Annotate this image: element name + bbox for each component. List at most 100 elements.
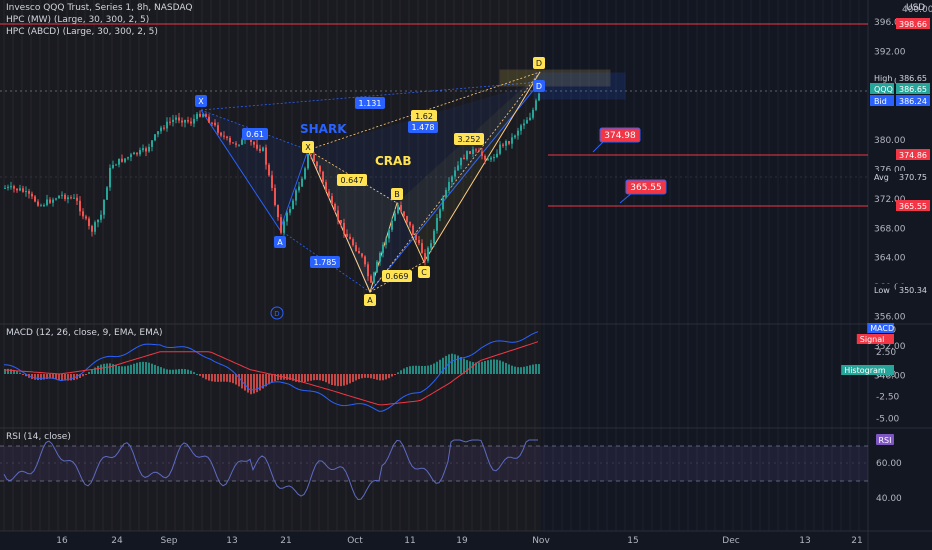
candle-body	[352, 239, 354, 246]
macd-hist-bar	[292, 374, 294, 381]
candle-body	[241, 139, 243, 145]
macd-hist-bar	[85, 374, 87, 375]
shark-title: SHARK	[300, 122, 347, 136]
macd-hist-bar	[259, 374, 261, 391]
macd-hist-bar	[373, 374, 375, 379]
candle-body	[349, 236, 351, 240]
macd-hist-bar	[529, 365, 531, 374]
macd-hist-bar	[100, 364, 102, 374]
rsi-line	[3, 439, 538, 501]
macd-hist-bar	[133, 363, 135, 374]
candle-body	[70, 197, 72, 199]
macd-hist-bar	[520, 367, 522, 374]
candle-body	[184, 120, 186, 123]
macd-hist-bar	[220, 374, 222, 382]
svg-text:1.62: 1.62	[415, 112, 433, 121]
candle-body	[310, 153, 312, 155]
shark-target-zone[interactable]	[533, 72, 626, 100]
candle-body	[409, 221, 411, 226]
svg-text:D: D	[274, 310, 279, 318]
chart-title[interactable]: Invesco QQQ Trust, Series 1, 8h, NASDAQ	[6, 3, 193, 13]
candle-body	[475, 149, 477, 151]
svg-text:B: B	[394, 190, 400, 199]
macd-hist-bar	[247, 374, 249, 393]
macd-hist-bar	[295, 374, 297, 382]
candle-body	[112, 165, 114, 168]
macd-title[interactable]: MACD (12, 26, close, 9, EMA, EMA)	[6, 328, 163, 338]
macd-hist-bar	[289, 374, 291, 380]
macd-hist-bar	[139, 362, 141, 374]
candle-body	[496, 153, 498, 158]
macd-hist-bar	[325, 374, 327, 383]
crab-target-zone[interactable]	[499, 69, 611, 87]
macd-hist-bar	[394, 374, 396, 375]
price-tag-value-bg	[896, 149, 930, 160]
currency-label[interactable]: USD	[906, 3, 926, 13]
candle-body	[256, 144, 258, 149]
candle-body	[10, 186, 12, 188]
price-tag-label: Low	[874, 286, 890, 295]
price-tick: 392.00	[874, 48, 906, 58]
price-tag-value: 386.65	[899, 74, 927, 83]
macd-hist-bar	[43, 374, 45, 380]
candle-body	[499, 144, 501, 154]
macd-hist-bar	[244, 374, 246, 391]
macd-hist-bar	[358, 374, 360, 380]
candle-body	[436, 218, 438, 231]
indicator-abcd-label[interactable]: HPC (ABCD) (Large, 30, 300, 2, 5)	[6, 27, 158, 37]
macd-hist-bar	[370, 374, 372, 379]
macd-tick: 2.50	[876, 348, 896, 358]
crab-pattern[interactable]	[307, 71, 541, 294]
time-axis[interactable]: 16 24 Sep 13 21 Oct 11 19 Nov 15 Dec 13 21	[56, 536, 862, 546]
candle-body	[388, 229, 390, 239]
svg-text:A: A	[367, 296, 373, 305]
macd-hist-bar	[274, 374, 276, 382]
candle-body	[283, 221, 285, 233]
macd-hist-bar	[313, 374, 315, 381]
rsi-title[interactable]: RSI (14, close)	[6, 432, 71, 442]
macd-hist-bar	[127, 365, 129, 374]
candle-body	[418, 239, 420, 244]
candle-body	[100, 214, 102, 220]
macd-hist-bar	[262, 374, 264, 389]
candle-body	[265, 147, 267, 165]
svg-text:C: C	[421, 268, 427, 277]
candle-body	[262, 147, 264, 151]
time-tick: 11	[404, 536, 415, 546]
price-tag-value: 386.24	[899, 97, 927, 106]
svg-text:X: X	[305, 143, 311, 152]
candle-body	[250, 138, 252, 143]
candle-body	[163, 127, 165, 129]
macd-hist-bar	[403, 368, 405, 374]
candle-body	[157, 131, 159, 135]
candle-body	[145, 148, 147, 152]
macd-hist-bar	[124, 366, 126, 374]
price-tag-label-bg	[870, 95, 894, 106]
candle-body	[403, 211, 405, 217]
price-candles[interactable]	[4, 92, 540, 285]
candle-body	[397, 204, 399, 214]
price-tag-value: 370.75	[899, 173, 927, 182]
macd-hist-bar	[112, 364, 114, 374]
macd-hist-bar	[4, 368, 6, 374]
svg-text:0.61: 0.61	[246, 130, 264, 139]
candle-body	[538, 93, 540, 101]
callout-365[interactable]: 365.55	[619, 179, 667, 204]
price-tag-value-bg	[896, 171, 930, 182]
candle-body	[19, 188, 21, 191]
macd-hist-bar	[16, 371, 18, 374]
candle-body	[481, 151, 483, 156]
macd-hist-bar	[163, 368, 165, 374]
macd-hist-bar	[451, 353, 453, 374]
indicator-mw-label[interactable]: HPC (MW) (Large, 30, 300, 2, 5)	[6, 15, 150, 25]
macd-hist-bar	[361, 374, 363, 379]
candle-body	[478, 150, 480, 152]
candle-body	[337, 210, 339, 221]
macd-tick: -5.00	[876, 415, 900, 425]
candle-body	[331, 196, 333, 205]
callout-374[interactable]: 374.98	[592, 127, 641, 153]
macd-hist-bar	[211, 374, 213, 382]
rsi-axis[interactable]: 60.00 40.00	[876, 459, 902, 504]
candle-body	[295, 190, 297, 201]
